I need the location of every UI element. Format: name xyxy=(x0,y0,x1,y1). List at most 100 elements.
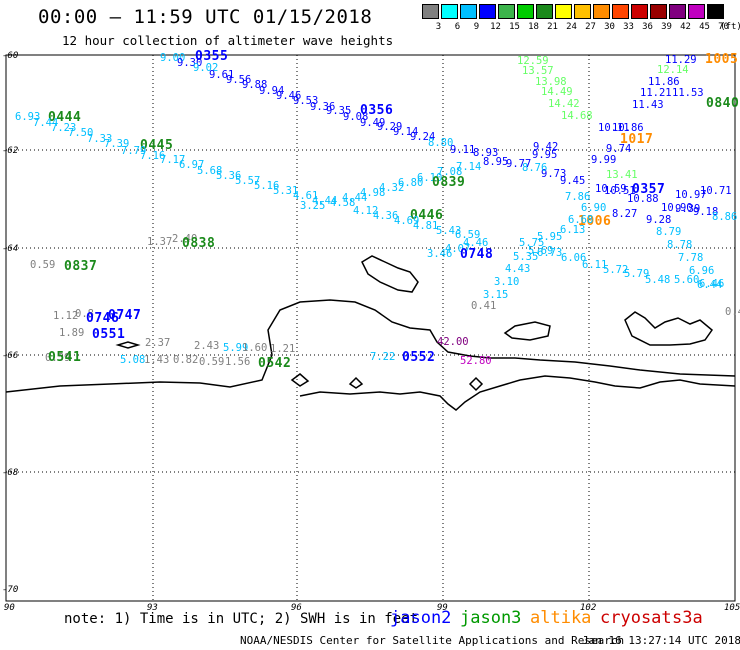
map-subtitle: 12 hour collection of altimeter wave hei… xyxy=(62,33,394,48)
wave-height-value: 14.42 xyxy=(548,98,580,110)
wave-height-value: 6.93 xyxy=(15,111,41,123)
color-swatch xyxy=(460,4,477,19)
plot-frame xyxy=(5,54,736,602)
color-scale-unit: (ft) xyxy=(720,22,740,32)
color-scale-label: 3 xyxy=(435,22,442,32)
wave-height-value: 9.14 xyxy=(393,126,419,138)
wave-height-value: 0.4 xyxy=(725,306,740,318)
color-swatch xyxy=(631,4,648,19)
wave-height-value: 1.12 xyxy=(53,310,79,322)
wave-height-value: 5.60 xyxy=(674,274,700,286)
wave-height-value: 7.44 xyxy=(33,117,59,129)
wave-height-value: 0.8 xyxy=(75,308,94,320)
wave-height-value: 9.99 xyxy=(591,154,617,166)
pass-time-label: 0542 xyxy=(258,356,292,371)
color-scale-label: 21 xyxy=(547,22,558,32)
wave-height-value: 6.06 xyxy=(561,252,587,264)
wave-height-value: 14.68 xyxy=(561,110,593,122)
map-title: 00:00 – 11:59 UTC 01/15/2018 xyxy=(38,6,373,28)
pass-time-label: 0552 xyxy=(402,350,436,365)
satellite-label: jason3 xyxy=(460,608,522,628)
pass-time-label: 1006 xyxy=(578,214,612,229)
wave-height-value: 8.80 xyxy=(428,137,454,149)
wave-height-value: 1.89 xyxy=(59,327,85,339)
color-scale-label: 15 xyxy=(509,22,520,32)
color-scale-label: 39 xyxy=(661,22,672,32)
wave-height-value: 4.43 xyxy=(505,263,531,275)
wave-height-value: 5.75 xyxy=(519,237,545,249)
wave-height-value: 7.17 xyxy=(160,154,186,166)
wave-height-value: 5.43 xyxy=(436,225,462,237)
wave-height-value: 1.60 xyxy=(242,342,268,354)
wave-height-value: 6.68 xyxy=(568,214,594,226)
generated-timestamp: Jan 16 13:27:14 UTC 2018 xyxy=(582,634,740,647)
wave-height-value: 8.86 xyxy=(712,211,738,223)
wave-height-value: 3.25 xyxy=(300,200,326,212)
wave-height-value: 6.73 xyxy=(537,247,563,259)
coastline xyxy=(5,255,736,411)
wave-height-value: 13.98 xyxy=(535,76,567,88)
wave-height-value: 6.46 xyxy=(699,278,725,290)
pass-time-label: 0541 xyxy=(48,350,82,365)
gridlines xyxy=(6,55,735,601)
wave-height-value: 4.81 xyxy=(413,220,439,232)
color-scale-label: 24 xyxy=(566,22,577,32)
color-scale-label: 9 xyxy=(473,22,480,32)
wave-height-value: 4.69 xyxy=(394,215,420,227)
wave-height-value: 7.50 xyxy=(68,127,94,139)
color-swatch xyxy=(707,4,724,19)
wave-height-value: 4.46 xyxy=(463,237,489,249)
pass-time-label: 0445 xyxy=(140,138,174,153)
color-scale-label: 45 xyxy=(699,22,710,32)
wave-height-value: 13.41 xyxy=(606,169,638,181)
wave-height-value: 8.79 xyxy=(656,226,682,238)
wave-height-value: 7.08 xyxy=(437,166,463,178)
wave-height-value: 6.13 xyxy=(560,224,586,236)
lon-label: 90 xyxy=(4,603,15,613)
wave-height-value: 9.36 xyxy=(310,101,336,113)
wave-height-value: 5.69 xyxy=(528,245,554,257)
wave-height-value: 9.11 xyxy=(450,144,476,156)
wave-height-value: 6.80 xyxy=(398,177,424,189)
wave-height-value: 5.95 xyxy=(537,231,563,243)
wave-height-value: 3.46 xyxy=(427,248,453,260)
wave-height-value: 9.46 xyxy=(276,90,302,102)
lon-label: 102 xyxy=(580,603,597,613)
color-swatch xyxy=(593,4,610,19)
wave-height-value: 4.44 xyxy=(342,192,368,204)
satellite-label: s3a xyxy=(672,608,703,628)
wave-height-value: 10.51 xyxy=(604,185,636,197)
color-swatch xyxy=(517,4,534,19)
agency-credit: NOAA/NESDIS Center for Satellite Applica… xyxy=(240,634,625,647)
wave-height-value: 1.21 xyxy=(270,343,296,355)
wave-height-value: 9.94 xyxy=(259,85,285,97)
wave-height-value: 9.49 xyxy=(360,117,386,129)
pass-time-label: 0840 xyxy=(706,96,740,111)
wave-height-value: 9.88 xyxy=(242,79,268,91)
wave-height-value: 9.30 xyxy=(177,57,203,69)
wave-height-value: 6.96 xyxy=(689,265,715,277)
color-swatch xyxy=(669,4,686,19)
wave-height-value: 42.00 xyxy=(437,336,469,348)
wave-height-value: 9.00 xyxy=(160,52,186,64)
wave-height-value: 6.11 xyxy=(582,259,608,271)
wave-height-value: 11.43 xyxy=(632,99,664,111)
pass-time-label: 0746 xyxy=(86,311,120,326)
wave-height-value: 5.57 xyxy=(235,175,261,187)
wave-height-value: 6.59 xyxy=(455,229,481,241)
wave-height-value: 9.08 xyxy=(343,111,369,123)
wave-height-value: 9.95 xyxy=(532,149,558,161)
wave-height-value: 13.57 xyxy=(522,65,554,77)
color-swatch xyxy=(574,4,591,19)
wave-height-value: 9.18 xyxy=(693,206,719,218)
wave-height-value: 4.07 xyxy=(445,243,471,255)
wave-height-value: 12.59 xyxy=(517,55,549,67)
wave-height-value: 6.44 xyxy=(697,279,723,291)
wave-height-value: 10.88 xyxy=(627,193,659,205)
wave-height-value: 5.79 xyxy=(624,268,650,280)
pass-time-label: 0838 xyxy=(182,236,216,251)
wave-height-value: 0.59 xyxy=(30,259,56,271)
pass-time-label: 0747 xyxy=(108,308,142,323)
